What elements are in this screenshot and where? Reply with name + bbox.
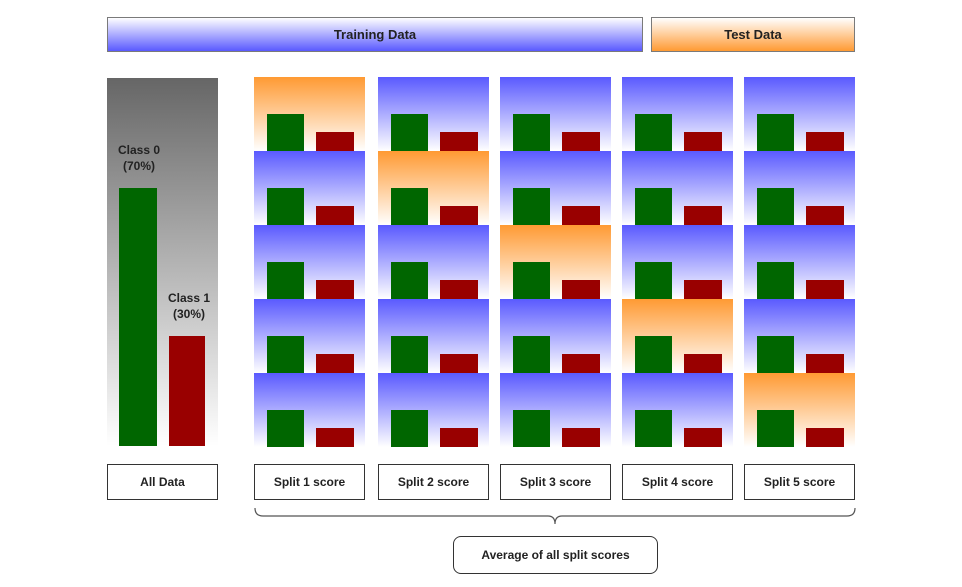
class0-fold-bar — [513, 188, 550, 225]
split-2-column — [378, 77, 489, 447]
class0-fold-bar — [513, 336, 550, 373]
training-fold-2 — [744, 151, 855, 225]
class0-fold-bar — [635, 188, 672, 225]
class0-name: Class 0 — [117, 143, 161, 157]
class1-fold-bar — [562, 428, 600, 447]
training-fold-4 — [500, 299, 611, 373]
class0-fold-bar — [757, 410, 794, 447]
training-fold-5 — [254, 373, 365, 447]
class0-fold-bar — [757, 336, 794, 373]
test-fold-4 — [622, 299, 733, 373]
class0-percent: (70%) — [122, 159, 155, 173]
class0-fold-bar — [391, 336, 428, 373]
class0-fold-bar — [513, 410, 550, 447]
class0-fold-bar — [391, 114, 428, 151]
split-1-column — [254, 77, 365, 447]
class1-fold-bar — [316, 206, 354, 225]
class1-percent: (30%) — [172, 307, 205, 321]
class1-fold-bar — [440, 206, 478, 225]
class0-fold-bar — [267, 188, 304, 225]
split-5-score-label: Split 5 score — [744, 464, 855, 500]
class0-fold-bar — [757, 262, 794, 299]
all-data-panel: Class 0 (70%) Class 1 (30%) — [107, 78, 218, 446]
training-fold-1 — [378, 77, 489, 151]
training-fold-3 — [622, 225, 733, 299]
training-fold-4 — [378, 299, 489, 373]
split-4-score-label: Split 4 score — [622, 464, 733, 500]
class0-fold-bar — [391, 262, 428, 299]
test-fold-5 — [744, 373, 855, 447]
test-fold-2 — [378, 151, 489, 225]
class1-fold-bar — [806, 428, 844, 447]
training-fold-3 — [378, 225, 489, 299]
class0-fold-bar — [757, 114, 794, 151]
class1-fold-bar — [316, 428, 354, 447]
training-fold-5 — [622, 373, 733, 447]
split-4-column — [622, 77, 733, 447]
training-fold-5 — [378, 373, 489, 447]
class0-fold-bar — [635, 262, 672, 299]
training-fold-5 — [500, 373, 611, 447]
class0-fold-bar — [757, 188, 794, 225]
class0-fold-bar — [391, 188, 428, 225]
split-2-score-label: Split 2 score — [378, 464, 489, 500]
split-1-score-label: Split 1 score — [254, 464, 365, 500]
class0-fold-bar — [635, 336, 672, 373]
training-fold-2 — [500, 151, 611, 225]
class0-fold-bar — [267, 410, 304, 447]
class0-fold-bar — [635, 410, 672, 447]
class1-fold-bar — [806, 132, 844, 151]
training-fold-2 — [622, 151, 733, 225]
class0-fold-bar — [267, 336, 304, 373]
class1-fold-bar — [684, 428, 722, 447]
class0-fold-bar — [267, 262, 304, 299]
class1-fold-bar — [440, 132, 478, 151]
class1-fold-bar — [684, 280, 722, 299]
class1-fold-bar — [684, 132, 722, 151]
class0-fold-bar — [513, 114, 550, 151]
split-3-score-label: Split 3 score — [500, 464, 611, 500]
class1-fold-bar — [316, 354, 354, 373]
training-fold-3 — [254, 225, 365, 299]
class1-fold-bar — [806, 280, 844, 299]
class1-fold-bar — [562, 206, 600, 225]
class1-fold-bar — [806, 354, 844, 373]
split-3-column — [500, 77, 611, 447]
training-data-header: Training Data — [107, 17, 643, 52]
class0-fold-bar — [513, 262, 550, 299]
class1-fold-bar — [440, 354, 478, 373]
class1-fold-bar — [562, 354, 600, 373]
class1-fold-bar — [562, 280, 600, 299]
split-5-column — [744, 77, 855, 447]
training-fold-3 — [744, 225, 855, 299]
class1-fold-bar — [440, 280, 478, 299]
class1-fold-bar — [562, 132, 600, 151]
class0-fold-bar — [635, 114, 672, 151]
class1-fold-bar — [684, 354, 722, 373]
training-fold-1 — [744, 77, 855, 151]
average-score-box: Average of all split scores — [453, 536, 658, 574]
class0-fold-bar — [391, 410, 428, 447]
class1-fold-bar — [684, 206, 722, 225]
test-data-header: Test Data — [651, 17, 855, 52]
training-fold-1 — [622, 77, 733, 151]
training-fold-2 — [254, 151, 365, 225]
class1-fold-bar — [316, 132, 354, 151]
training-fold-1 — [500, 77, 611, 151]
class1-fold-bar — [316, 280, 354, 299]
class0-bar — [119, 188, 157, 446]
test-fold-1 — [254, 77, 365, 151]
test-fold-3 — [500, 225, 611, 299]
all-data-label: All Data — [107, 464, 218, 500]
class1-fold-bar — [440, 428, 478, 447]
class0-fold-bar — [267, 114, 304, 151]
class0-label: Class 0 (70%) — [111, 142, 167, 174]
training-fold-4 — [744, 299, 855, 373]
training-fold-4 — [254, 299, 365, 373]
class1-fold-bar — [806, 206, 844, 225]
class1-bar — [169, 336, 205, 446]
class1-name: Class 1 — [167, 291, 211, 305]
class1-label: Class 1 (30%) — [161, 290, 217, 322]
